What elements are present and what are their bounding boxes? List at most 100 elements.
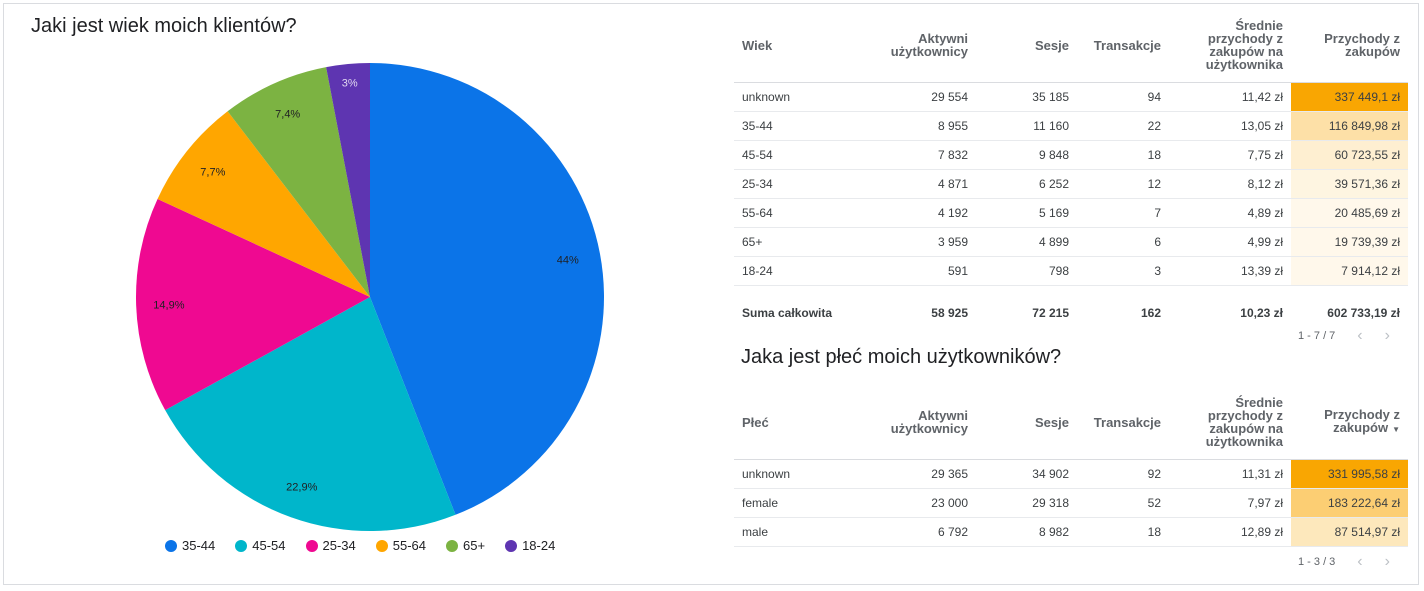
chevron-right-icon[interactable]: › [1384,327,1390,344]
pie-slice-45-54[interactable] [165,297,456,531]
cell-sessions: 798 [976,256,1077,286]
total-active-users: 58 925 [931,306,968,320]
cell-avg-revenue: 4,99 zł [1169,227,1291,257]
pie-slice-35-44[interactable] [370,63,604,515]
table-row[interactable]: female 23 000 29 318 52 7,97 zł 183 222,64 zł [734,488,1408,518]
cell-avg-revenue: 12,89 zł [1169,517,1291,547]
pie-slice-25-34[interactable] [135,198,370,411]
legend-label: 18-24 [522,538,556,553]
table-row[interactable]: 35-44 8 955 11 160 22 13,05 zł 116 849,98 zł [734,111,1408,141]
col-header-avg-revenue[interactable]: Średnie przychody z zakupów na użytkowni… [1169,8,1291,83]
cell-transactions: 18 [1077,517,1169,547]
table-row[interactable]: 18-24 591 798 3 13,39 zł 7 914,12 zł [734,256,1408,286]
pie-data-label: 22,9% [286,481,317,493]
cell-sessions: 35 185 [976,82,1077,112]
table-row[interactable]: 55-64 4 192 5 169 7 4,89 zł 20 485,69 zł [734,198,1408,228]
pager-label: 1 - 7 / 7 [1298,330,1336,342]
cell-revenue: 7 914,12 zł [1291,256,1408,286]
cell-sessions: 6 252 [976,169,1077,199]
col-header-sessions[interactable]: Sesje [976,8,1077,83]
legend-label: 65+ [463,538,486,553]
gender-table-pager: 1 - 3 / 3 ‹ › [1298,553,1390,571]
pie-slice-55-64[interactable] [157,111,370,297]
col-header-transactions[interactable]: Transakcje [1077,385,1169,460]
cell-transactions: 7 [1077,198,1169,228]
cell-sessions: 34 902 [976,459,1077,489]
cell-label: 25-34 [734,169,852,199]
cell-label: 35-44 [734,111,852,141]
legend-label: 45-54 [252,538,286,553]
legend-item[interactable]: 35-44 [165,538,215,553]
chevron-left-icon[interactable]: ‹ [1357,327,1363,344]
legend-item[interactable]: 45-54 [235,538,286,553]
cell-revenue: 87 514,97 zł [1291,517,1408,547]
chart-title: Jaki jest wiek moich klientów? [31,15,297,37]
pie-data-label: 3% [342,78,358,90]
sort-desc-icon[interactable]: ▼ [1392,425,1400,434]
table-row[interactable]: male 6 792 8 982 18 12,89 zł 87 514,97 zł [734,517,1408,547]
cell-active-users: 3 959 [852,227,976,257]
total-avg-revenue: 10,23 zł [1240,306,1283,320]
cell-active-users: 4 192 [852,198,976,228]
gender-table: Płeć Aktywni użytkownicy Sesje Transakcj… [734,385,1408,547]
cell-active-users: 4 871 [852,169,976,199]
col-header-transactions[interactable]: Transakcje [1077,8,1169,83]
total-revenue: 602 733,19 zł [1327,306,1400,320]
legend-item[interactable]: 55-64 [375,538,426,553]
table-row[interactable]: unknown 29 554 35 185 94 11,42 zł 337 449,1 z… [734,82,1408,112]
pie-data-label: 44% [557,255,579,267]
gender-table-header: Płeć Aktywni użytkownicy Sesje Transakcj… [734,385,1408,460]
age-table-pager: 1 - 7 / 7 ‹ › [1298,327,1390,345]
legend-label: 25-34 [322,538,356,553]
col-header-revenue-label: Przychody z zakupów [1324,407,1400,435]
cell-avg-revenue: 7,97 zł [1169,488,1291,518]
legend-item[interactable]: 25-34 [305,538,356,553]
pie-chart: 44% 22,9% 14,9% 7,7% 7,4% 3% [135,63,604,531]
legend-swatch [165,539,177,552]
chevron-left-icon[interactable]: ‹ [1357,553,1363,570]
pie-data-label: 7,7% [200,166,225,178]
col-header-revenue[interactable]: Przychody z zakupów [1291,8,1408,83]
cell-sessions: 29 318 [976,488,1077,518]
table-row[interactable]: unknown 29 365 34 902 92 11,31 zł 331 995,58 … [734,459,1408,489]
total-transactions: 162 [1140,306,1161,320]
col-header-sessions[interactable]: Sesje [976,385,1077,460]
legend-item[interactable]: 65+ [446,538,485,553]
cell-transactions: 12 [1077,169,1169,199]
pie-slice-18-24[interactable] [326,63,370,297]
legend-swatch [375,539,388,552]
col-header-active-users[interactable]: Aktywni użytkownicy [852,8,976,83]
cell-transactions: 92 [1077,459,1169,489]
cell-revenue: 39 571,36 zł [1291,169,1408,199]
legend-swatch [305,539,318,552]
table-row[interactable]: 45-54 7 832 9 848 18 7,75 zł 60 723,55 zł [734,140,1408,170]
cell-revenue: 60 723,55 zł [1291,140,1408,170]
cell-label: unknown [734,459,852,489]
col-header-active-users[interactable]: Aktywni użytkownicy [852,385,976,460]
col-header-age[interactable]: Wiek [734,8,852,83]
cell-sessions: 4 899 [976,227,1077,257]
legend-swatch [446,539,458,552]
cell-active-users: 8 955 [852,111,976,141]
cell-transactions: 6 [1077,227,1169,257]
cell-transactions: 3 [1077,256,1169,286]
chevron-right-icon[interactable]: › [1384,553,1390,570]
cell-label: male [734,517,852,547]
cell-revenue: 183 222,64 zł [1291,488,1408,518]
cell-active-users: 29 365 [852,459,976,489]
cell-revenue: 337 449,1 zł [1291,82,1408,112]
col-header-gender[interactable]: Płeć [734,385,852,460]
table-row[interactable]: 65+ 3 959 4 899 6 4,99 zł 19 739,39 zł [734,227,1408,257]
pie-data-label: 7,4% [275,108,300,120]
table-row[interactable]: 25-34 4 871 6 252 12 8,12 zł 39 571,36 zł [734,169,1408,199]
pie-slice-65+[interactable] [227,67,370,297]
chart-legend: 35-44 45-54 25-34 55-64 65+ 18-24 [165,538,575,553]
age-table-header: Wiek Aktywni użytkownicy Sesje Transakcj… [734,8,1408,83]
cell-avg-revenue: 4,89 zł [1169,198,1291,228]
cell-avg-revenue: 11,42 zł [1169,82,1291,112]
cell-transactions: 94 [1077,82,1169,112]
cell-avg-revenue: 11,31 zł [1169,459,1291,489]
col-header-avg-revenue[interactable]: Średnie przychody z zakupów na użytkowni… [1169,385,1291,460]
col-header-revenue[interactable]: Przychody z zakupów ▼ [1291,385,1408,460]
legend-item[interactable]: 18-24 [505,538,555,553]
